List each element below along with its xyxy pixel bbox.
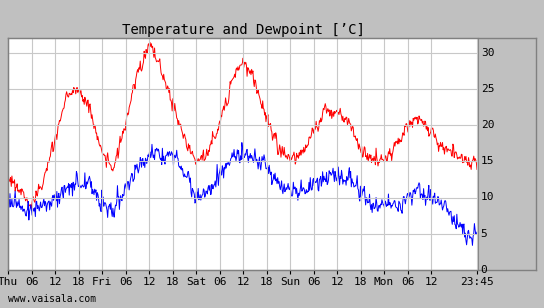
Text: 5: 5 bbox=[481, 229, 487, 239]
Text: www.vaisala.com: www.vaisala.com bbox=[8, 294, 96, 304]
Text: 30: 30 bbox=[481, 47, 494, 58]
Text: 10: 10 bbox=[481, 192, 494, 202]
Text: 20: 20 bbox=[481, 120, 494, 130]
Title: Temperature and Dewpoint [’C]: Temperature and Dewpoint [’C] bbox=[121, 23, 364, 37]
Text: 0: 0 bbox=[481, 265, 487, 275]
Text: 15: 15 bbox=[481, 156, 494, 166]
Text: 25: 25 bbox=[481, 84, 494, 94]
